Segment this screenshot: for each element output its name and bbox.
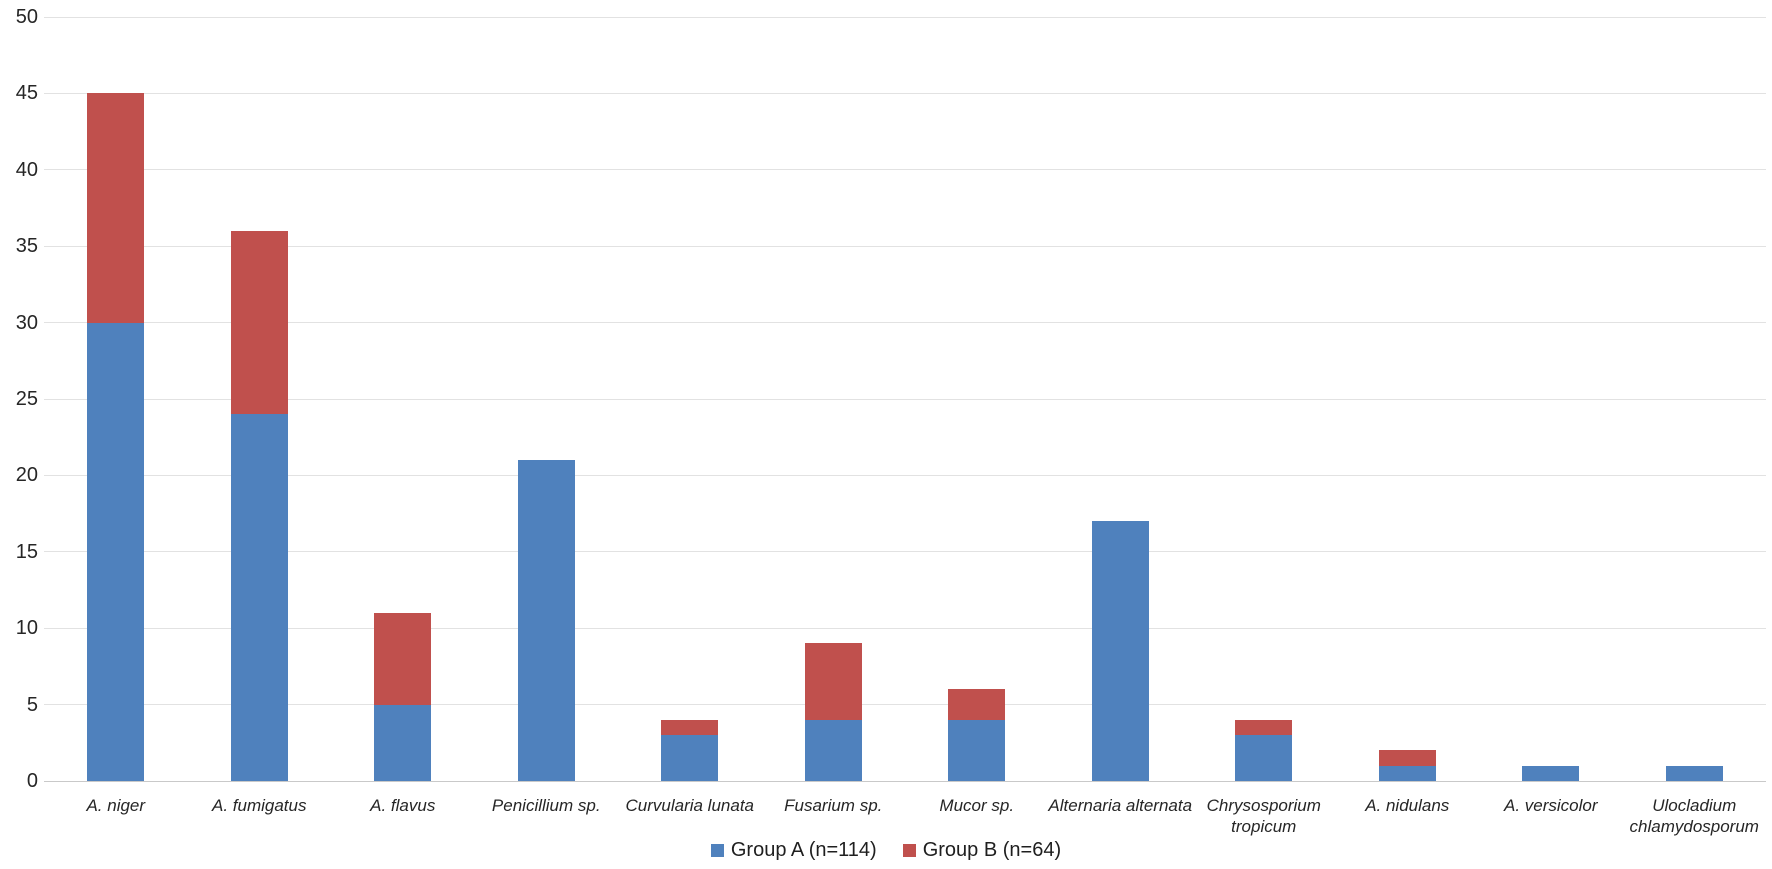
x-axis-category-label: Mucor sp.: [939, 796, 1015, 815]
gridline: [44, 474, 1766, 476]
gridline: [44, 322, 1766, 324]
x-axis-category-label: Alternaria alternata: [1048, 796, 1193, 815]
y-axis-tick-label: 35: [15, 235, 38, 258]
x-axis-line: [44, 780, 1766, 782]
legend-item-group-b: Group B (n=64): [902, 838, 1062, 862]
legend-item-group-a: Group A (n=114): [710, 838, 877, 862]
gridline: [44, 16, 1766, 18]
gridline: [44, 245, 1766, 247]
y-axis-tick-label: 25: [15, 388, 38, 410]
y-axis-tick-label: 40: [15, 158, 38, 181]
gridline: [44, 92, 1766, 94]
gridline: [44, 704, 1766, 706]
x-axis-category-label: A. nidulans: [1365, 796, 1450, 815]
legend-swatch-group-a: [710, 843, 724, 857]
y-axis-tick-label: 15: [15, 540, 38, 563]
bar-segment-group-a: [517, 460, 575, 781]
gridline: [44, 169, 1766, 171]
bar-segment-group-a: [374, 704, 432, 781]
y-axis-tick-label: 50: [15, 6, 38, 28]
y-axis-tick-label: 30: [15, 311, 38, 334]
bar-segment-group-a: [87, 322, 145, 781]
bar-segment-group-b: [230, 230, 288, 415]
legend-swatch-group-b: [902, 843, 916, 857]
bar-segment-group-b: [1235, 719, 1293, 736]
bar-segment-group-b: [374, 612, 432, 705]
bar-segment-group-a: [1665, 765, 1723, 781]
y-axis-tick-label: 20: [15, 464, 38, 487]
gridline: [44, 627, 1766, 629]
legend: Group A (n=114) Group B (n=64): [0, 836, 1772, 864]
x-axis-category-label: A. flavus: [370, 796, 436, 815]
y-axis-tick-label: 45: [15, 82, 38, 105]
x-axis-category-label: Curvularia lunata: [625, 796, 754, 815]
legend-label-group-b: Group B (n=64): [922, 838, 1062, 861]
x-axis-category-label: A. versicolor: [1503, 796, 1598, 815]
bar-segment-group-a: [1235, 735, 1293, 781]
bar-segment-group-a: [948, 719, 1006, 781]
bar-segment-group-a: [1378, 765, 1436, 781]
y-axis-tick-label: 5: [26, 693, 38, 716]
gridline: [44, 398, 1766, 400]
x-axis-category-label: A. fumigatus: [212, 796, 307, 815]
bar-segment-group-a: [230, 414, 288, 781]
bar-segment-group-b: [87, 93, 145, 323]
legend-label-group-a: Group A (n=114): [730, 838, 877, 861]
x-axis-category-label: Chrysosporium tropicum: [1206, 796, 1321, 836]
gridline: [44, 551, 1766, 553]
bar-segment-group-b: [661, 719, 719, 736]
x-axis-category-label: A. niger: [86, 796, 146, 815]
x-axis-category-label: Ulocladium chlamydosporum: [1629, 796, 1759, 836]
bar-segment-group-b: [804, 643, 862, 720]
bar-segment-group-a: [661, 735, 719, 781]
bar-segment-group-a: [1091, 521, 1149, 781]
bar-segment-group-a: [1522, 765, 1580, 781]
bar-segment-group-b: [948, 689, 1006, 720]
y-axis-tick-label: 0: [26, 770, 38, 792]
bar-segment-group-a: [804, 719, 862, 781]
y-axis-tick-label: 10: [15, 617, 38, 640]
bar-segment-group-b: [1378, 750, 1436, 766]
x-axis-category-label: Penicillium sp.: [491, 796, 601, 815]
x-axis-category-label: Fusarium sp.: [784, 796, 883, 815]
